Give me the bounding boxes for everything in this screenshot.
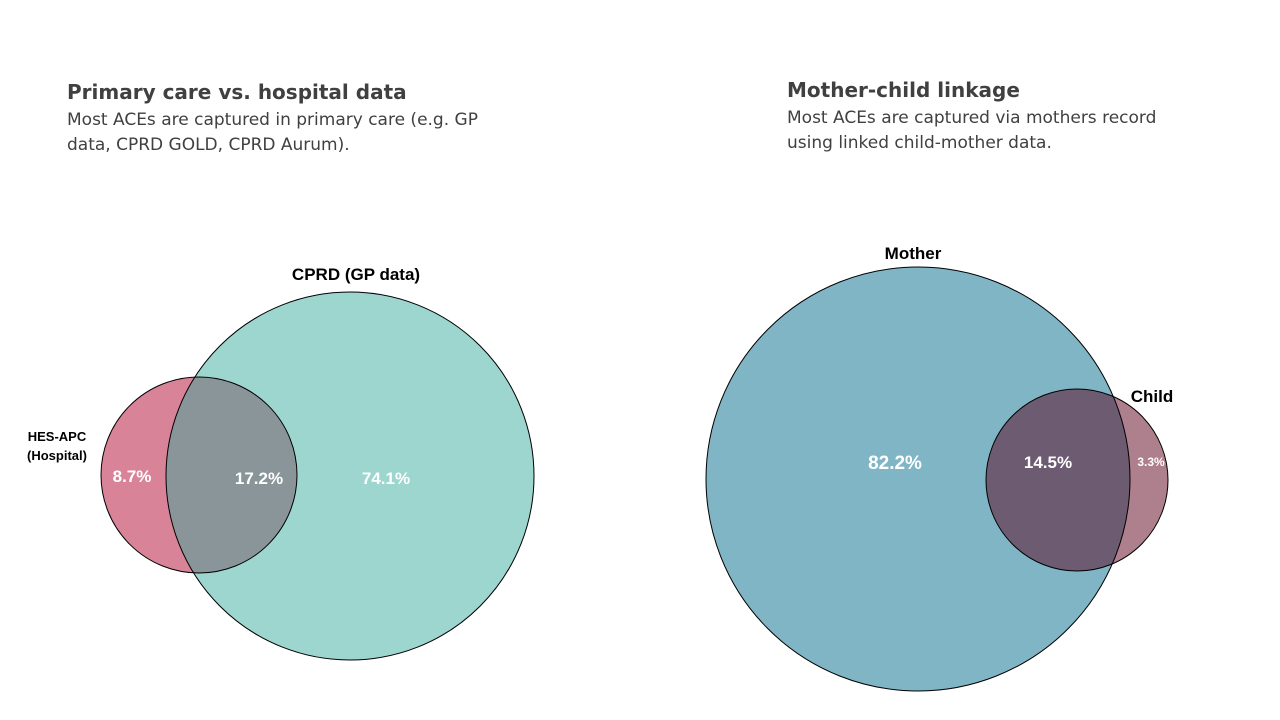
cprd-circle (166, 292, 534, 660)
cprd-label: CPRD (GP data) (292, 265, 420, 284)
right-panel-description: Most ACEs are captured via mothers recor… (787, 108, 1157, 153)
child-label: Child (1131, 387, 1174, 406)
left-panel-title: Primary care vs. hospital data (67, 80, 407, 104)
cprd-outline (165, 291, 535, 661)
left-panel-description: Most ACEs are captured in primary care (… (67, 110, 478, 155)
mother-outline (705, 266, 1131, 692)
hes-apc-label-line2: (Hospital) (27, 448, 87, 463)
left-overlap-value: 17.2% (235, 469, 283, 488)
right-venn: Mother Child 82.2% 14.5% 3.3% (705, 244, 1174, 692)
mother-circle (706, 267, 1130, 691)
right-overlap-value: 14.5% (1024, 453, 1072, 472)
left-venn: CPRD (GP data) HES-APC (Hospital) 8.7% 1… (27, 265, 535, 661)
hes-only-value: 8.7% (113, 467, 152, 486)
hes-apc-outline (100, 376, 298, 574)
hes-apc-label-line1: HES-APC (28, 429, 87, 444)
mother-label: Mother (885, 244, 942, 263)
cprd-only-value: 74.1% (362, 469, 410, 488)
child-only-value: 3.3% (1137, 455, 1165, 469)
right-panel-title: Mother-child linkage (787, 78, 1020, 102)
child-outline (985, 388, 1169, 572)
mother-only-value: 82.2% (868, 453, 922, 474)
